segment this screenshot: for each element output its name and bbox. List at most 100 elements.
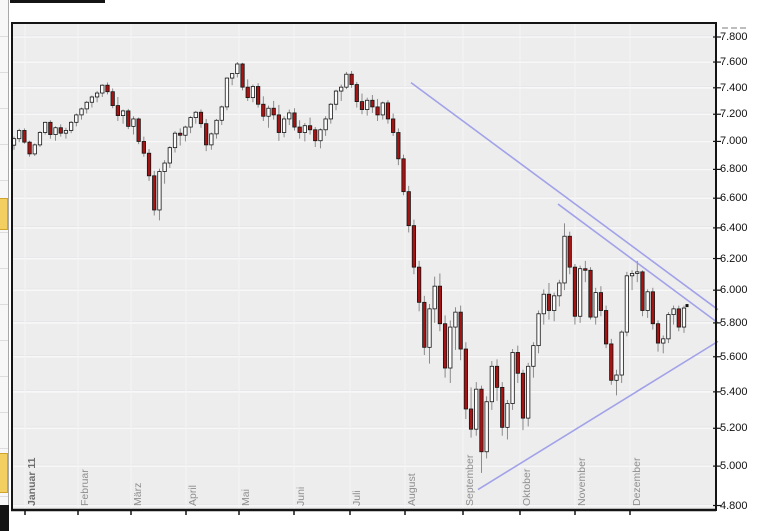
candle-up	[484, 401, 489, 453]
candle-down	[417, 266, 422, 303]
candle-down	[105, 84, 110, 93]
candle-up	[183, 126, 188, 136]
candle-up	[188, 117, 193, 128]
candle-down	[349, 73, 354, 85]
candle-up	[562, 235, 567, 284]
candle-down	[359, 101, 365, 110]
candle-up	[84, 101, 89, 110]
candle-down	[609, 343, 614, 381]
left-toolbar-strip[interactable]	[0, 0, 9, 531]
candle-up	[172, 132, 178, 149]
selection-dashes	[722, 27, 746, 29]
candle-up	[287, 112, 292, 120]
candle-down	[396, 132, 401, 160]
y-axis-label: 6.000	[720, 284, 748, 297]
y-axis-label: 5.200	[720, 422, 748, 435]
ascending-support[interactable]	[477, 340, 719, 491]
candle-down	[307, 125, 313, 131]
candle-down	[385, 102, 391, 120]
descending-resistance-1[interactable]	[410, 81, 719, 311]
y-axis-label: 7.000	[720, 135, 748, 148]
candle-down	[313, 129, 318, 142]
month-label: November	[576, 457, 588, 506]
candle-up	[453, 311, 458, 328]
candle-up	[32, 144, 37, 155]
y-axis-label: 7.800	[720, 31, 748, 43]
candle-up	[95, 92, 100, 98]
candle-down	[572, 266, 578, 317]
candle-down	[198, 111, 204, 125]
toolbar-button-highlighted[interactable]	[0, 198, 8, 230]
candle-up	[69, 121, 74, 131]
plot-area[interactable]	[13, 24, 715, 509]
candle-down	[276, 114, 281, 133]
candle-down	[146, 152, 152, 177]
candle-up	[266, 107, 271, 117]
month-label: Juni	[295, 486, 307, 506]
candle-up	[557, 282, 562, 297]
candle-down	[204, 123, 209, 146]
candle-up	[448, 326, 453, 369]
candle-down	[256, 86, 261, 105]
toolbar-separator	[0, 232, 8, 233]
candle-down	[479, 388, 484, 453]
candle-down	[567, 235, 572, 268]
candle-down	[603, 310, 609, 345]
toolbar-separator	[0, 268, 8, 269]
descending-resistance-2[interactable]	[557, 203, 719, 324]
candle-up	[671, 308, 676, 316]
last-price-marker	[685, 304, 689, 308]
candle-down	[463, 348, 468, 410]
toolbar-separator	[0, 412, 8, 413]
toolbar-button-highlighted[interactable]	[0, 453, 8, 493]
candle-up	[526, 365, 531, 419]
y-axis-label: 5.000	[720, 460, 748, 473]
candle-up	[510, 352, 515, 404]
candle-up	[531, 345, 536, 367]
candle-up	[131, 118, 136, 127]
candle-down	[406, 191, 411, 227]
candle-up	[43, 121, 48, 133]
candle-down	[22, 130, 27, 143]
candle-up	[635, 271, 640, 274]
candle-up	[552, 295, 557, 311]
candle-down	[437, 285, 442, 325]
candle-down	[494, 365, 500, 388]
candle-up	[74, 114, 79, 123]
candle-down	[598, 292, 603, 311]
toolbar-separator	[0, 108, 8, 109]
toolbar-separator	[0, 180, 8, 181]
candle-down	[354, 84, 359, 102]
candle-down	[375, 106, 380, 116]
candle-up	[318, 129, 323, 142]
candle-up	[328, 103, 333, 120]
month-label: Dezember	[631, 457, 643, 506]
candle-down	[115, 105, 120, 116]
candle-up	[505, 403, 510, 428]
candle-up	[79, 108, 84, 116]
candle-down	[141, 141, 146, 154]
candle-down	[442, 323, 448, 369]
candle-up	[100, 84, 105, 94]
candle-down	[458, 311, 463, 350]
candle-down	[271, 107, 276, 116]
month-label: August	[406, 473, 418, 506]
candle-up	[89, 96, 95, 103]
candle-up	[17, 130, 22, 140]
candle-down	[640, 271, 645, 311]
month-label: Februar	[79, 469, 91, 506]
y-axis-label: 6.200	[720, 252, 748, 265]
month-label: Oktober	[521, 468, 533, 506]
toolbar-separator	[0, 144, 8, 145]
y-axis-label: 7.600	[720, 56, 748, 69]
candle-down	[292, 112, 297, 128]
y-axis-label: 7.200	[720, 108, 748, 121]
candle-up	[365, 99, 370, 110]
candle-up	[302, 125, 307, 133]
y-axis-label: 4.800	[720, 499, 748, 512]
candle-up	[619, 331, 624, 376]
y-axis-label: 5.800	[720, 316, 748, 329]
candle-up	[661, 338, 666, 344]
toolbar-separator	[0, 304, 8, 305]
